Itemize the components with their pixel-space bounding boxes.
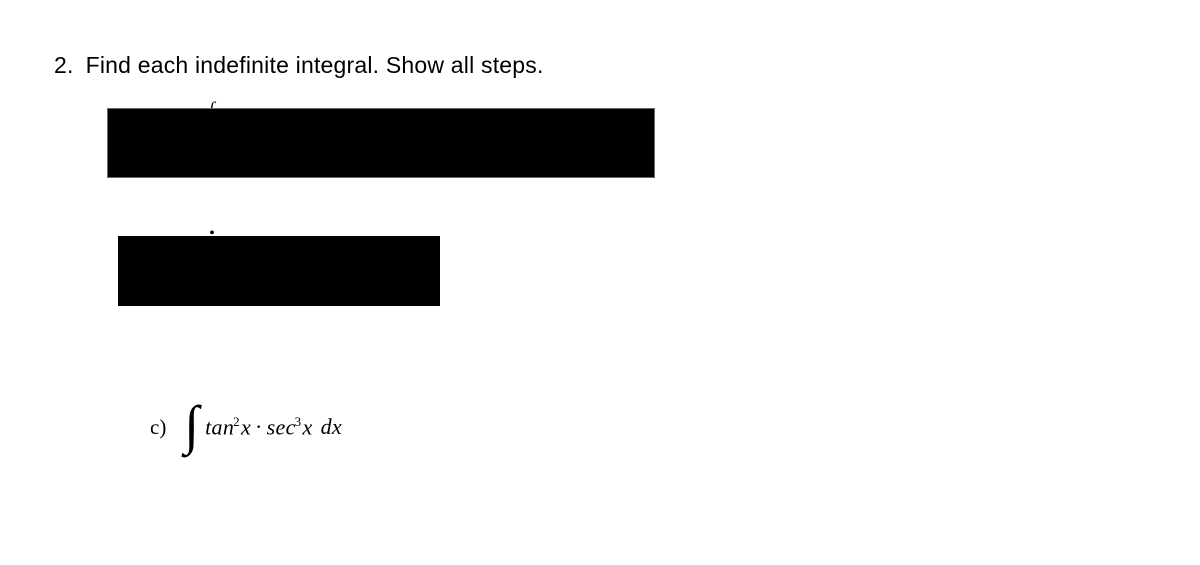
exp-2: 2: [233, 414, 240, 429]
part-c-label: c): [150, 411, 166, 440]
multiplication-dot: ·: [251, 414, 267, 439]
question-prompt-line: 2. Find each indefinite integral. Show al…: [54, 52, 544, 79]
exp-3: 3: [295, 414, 302, 429]
question-number: 2.: [54, 52, 74, 79]
integral-sign-icon: ∫: [184, 398, 199, 452]
var-x-1: x: [241, 414, 251, 439]
redacted-part-a: [107, 108, 655, 178]
question-prompt-text: Find each indefinite integral. Show all …: [86, 52, 544, 78]
part-c-row: c) ∫ tan2x·sec3xdx: [150, 398, 342, 452]
redacted-part-b: [118, 236, 440, 306]
func-sec: sec: [267, 414, 296, 439]
var-x-2: x: [302, 414, 312, 439]
dx: dx: [313, 414, 342, 439]
integrand-expression: tan2x·sec3xdx: [205, 410, 342, 440]
page: 2. Find each indefinite integral. Show al…: [0, 0, 1200, 565]
func-tan: tan: [205, 414, 234, 439]
